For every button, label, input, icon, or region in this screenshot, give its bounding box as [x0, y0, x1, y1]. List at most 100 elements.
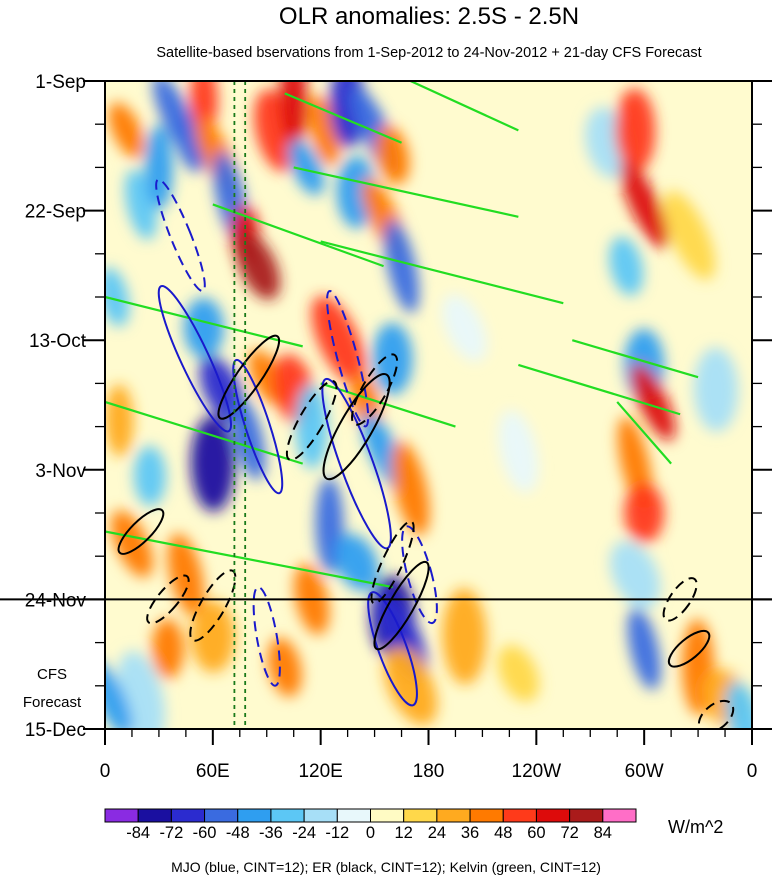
- y-tick-label: 22-Sep: [25, 202, 86, 223]
- olr-anomaly-cell: [624, 483, 665, 543]
- er-contour: [351, 353, 399, 426]
- x-tick-label: 0: [747, 761, 758, 782]
- olr-anomaly-cell: [384, 219, 419, 314]
- kelvin-contour: [212, 203, 384, 268]
- mjo-contour: [155, 178, 206, 293]
- er-contour: [697, 699, 735, 729]
- olr-anomaly-cell: [295, 384, 328, 469]
- er-contour: [117, 508, 165, 555]
- chart-subtitle: Satellite-based bservations from 1-Sep-2…: [156, 45, 701, 61]
- olr-anomaly-cell: [311, 295, 366, 385]
- kelvin-contour: [105, 530, 393, 589]
- colorbar-swatch: [270, 808, 305, 823]
- olr-anomaly-cell: [105, 267, 130, 327]
- colorbar-swatch: [370, 808, 405, 823]
- colorbar-label: -36: [259, 824, 283, 842]
- kelvin-contour: [320, 240, 564, 305]
- kelvin-contour: [105, 400, 304, 465]
- kelvin-contour: [320, 382, 456, 428]
- er-contour: [146, 574, 190, 625]
- olr-anomaly-cell: [442, 294, 487, 362]
- olr-anomaly-cell: [383, 646, 438, 725]
- x-tick-label: 60W: [625, 761, 664, 782]
- olr-anomaly-cell: [183, 297, 224, 358]
- er-contour: [285, 379, 338, 461]
- olr-anomaly-cell: [391, 441, 430, 536]
- x-tick-label: 180: [413, 761, 445, 782]
- chart-title: OLR anomalies: 2.5S - 2.5N: [279, 3, 579, 30]
- olr-anomaly-cell: [108, 102, 145, 159]
- olr-anomaly-cell: [329, 81, 366, 148]
- y-tick-label: 3-Nov: [35, 461, 86, 482]
- colorbar-label: 84: [594, 824, 612, 842]
- y-tick-label: 15-Dec: [25, 720, 86, 741]
- mjo-contour: [326, 290, 370, 428]
- er-contour: [662, 577, 698, 622]
- olr-anomaly-cell: [498, 410, 539, 493]
- olr-anomaly-cell: [110, 510, 153, 578]
- colorbar-swatch: [535, 808, 571, 823]
- colorbar-swatch: [502, 808, 537, 823]
- colorbar-swatch: [204, 808, 239, 823]
- colorbar-label: 12: [395, 824, 413, 842]
- kelvin-contour: [616, 401, 672, 465]
- y-tick-label: 24-Nov: [25, 590, 87, 611]
- mjo-contour: [367, 591, 418, 707]
- olr-anomaly-cell: [615, 88, 656, 173]
- olr-anomaly-cell: [279, 81, 308, 148]
- colorbar-label: 60: [527, 824, 545, 842]
- er-contour: [322, 373, 391, 481]
- colorbar-swatch: [436, 808, 471, 823]
- kelvin-contour: [293, 166, 519, 218]
- forecast-label-line-2: Forecast: [23, 694, 82, 711]
- x-tick-label: 0: [100, 761, 111, 782]
- colorbar-swatch: [403, 808, 438, 823]
- olr-anomaly-cell: [620, 160, 669, 249]
- olr-anomaly-cell: [627, 607, 661, 690]
- colorbar-swatch: [237, 808, 272, 823]
- colorbar-swatch: [602, 808, 637, 823]
- contour-footnote: MJO (blue, CINT=12); ER (black, CINT=12)…: [171, 859, 601, 875]
- colorbar-label: -48: [226, 824, 250, 842]
- olr-anomaly-cell: [190, 600, 235, 673]
- colorbar: -84 -72 -60 -48 -36 -24 -12 0 12 24 36 48 60 72 84: [104, 808, 637, 842]
- mjo-contour: [401, 525, 438, 625]
- colorbar-label: 24: [428, 824, 446, 842]
- olr-anomaly-cell: [105, 659, 133, 729]
- colorbar-label: -84: [126, 824, 150, 842]
- colorbar-swatch: [469, 808, 504, 823]
- kelvin-contour: [284, 92, 402, 144]
- kelvin-contour: [518, 363, 681, 416]
- olr-anomaly-cell: [663, 191, 716, 280]
- x-tick-label: 120E: [298, 761, 342, 782]
- olr-anomaly-cell: [610, 540, 661, 609]
- er-contour: [667, 629, 711, 668]
- heatmap-layer: [105, 81, 752, 729]
- olr-anomaly-cell: [375, 125, 410, 185]
- colorbar-swatch: [569, 808, 604, 823]
- colorbar-swatch: [104, 808, 139, 823]
- colorbar-swatch: [303, 808, 338, 823]
- colorbar-label: -60: [193, 824, 217, 842]
- colorbar-label: 36: [461, 824, 479, 842]
- y-tick-label: 1-Sep: [35, 72, 86, 93]
- er-contour: [217, 334, 281, 420]
- olr-anomaly-cell: [105, 384, 134, 457]
- colorbar-label: 72: [560, 824, 578, 842]
- olr-anomaly-cell: [288, 139, 325, 196]
- kelvin-contour: [410, 81, 519, 132]
- er-contour: [370, 520, 415, 605]
- olr-anomaly-cell: [133, 445, 166, 506]
- plot-area: [105, 81, 752, 729]
- olr-anomaly-cell: [609, 236, 644, 296]
- olr-anomaly-cell: [151, 618, 184, 679]
- mjo-contour: [232, 358, 284, 495]
- olr-anomaly-cell: [235, 232, 281, 300]
- mjo-contour: [252, 586, 281, 687]
- colorbar-swatch: [336, 808, 371, 823]
- olr-anomaly-cell: [144, 125, 173, 210]
- colorbar-label: -72: [159, 824, 183, 842]
- colorbar-label: -24: [292, 824, 316, 842]
- x-tick-label: 120W: [512, 761, 562, 782]
- mjo-contour: [157, 284, 232, 433]
